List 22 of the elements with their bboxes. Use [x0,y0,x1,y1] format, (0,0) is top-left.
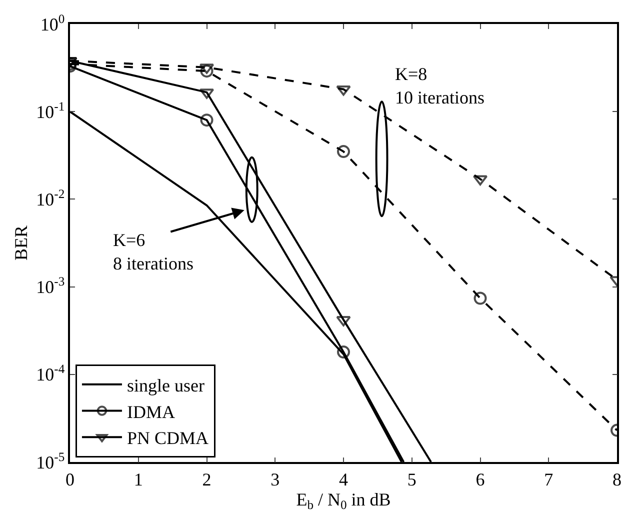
x-tick-label: 8 [612,469,622,490]
x-tick-label: 2 [202,469,212,490]
y-axis-title: BER [10,225,31,261]
y-tick-label: 10$^{-5}$ [36,450,65,472]
y-tick-label: 10$^{-2}$ [36,186,65,210]
x-tick-label: 0 [66,469,74,490]
x-tick-label: 7 [544,469,554,490]
y-tick-label: 10$^{-3}$ [36,274,65,298]
legend-label: PN CDMA [126,428,208,448]
y-tick-label: 10$^{-4}$ [36,362,66,385]
legend-label: IDMA [126,402,175,422]
y-tick-label: 10$^{-1}$ [36,99,65,122]
x-tick-label: 1 [134,469,143,490]
x-tick-label: 4 [339,469,348,490]
x-tick-label: 3 [270,469,280,490]
x-tick-label: 5 [407,469,416,490]
legend-label: single user [126,375,204,396]
x-axis-title: E$_{b}$ / N$_{0}$ in dB [296,489,391,512]
annotation: K=8 10 iterations [395,64,484,108]
annotation: K=6 8 iterations [113,230,194,274]
x-tick-label: 6 [476,469,485,490]
y-tick-label: 10$^{0}$ [40,12,65,34]
